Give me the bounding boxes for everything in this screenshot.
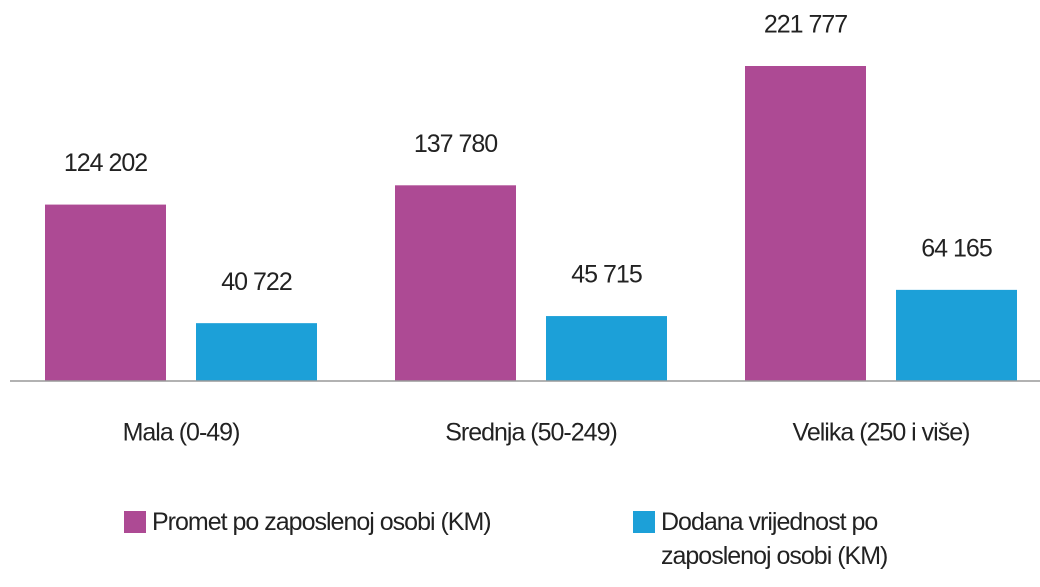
bar <box>745 66 866 381</box>
data-label: 45 715 <box>571 261 642 289</box>
data-label: 64 165 <box>921 234 992 262</box>
bar <box>196 323 317 381</box>
bar <box>395 185 516 381</box>
x-tick-label: Velika (250 i više) <box>793 419 970 447</box>
legend-swatch <box>124 511 146 533</box>
data-label: 124 202 <box>64 149 147 177</box>
bar <box>546 316 667 381</box>
legend-label: Promet po zaposlenoj osobi (KM) <box>152 508 492 536</box>
bar <box>896 289 1017 381</box>
legend-item: Dodana vrijednost po zaposlenoj osobi (K… <box>633 505 903 573</box>
x-tick-label: Mala (0-49) <box>123 419 240 447</box>
bar <box>45 204 166 381</box>
legend-label: Dodana vrijednost po zaposlenoj osobi (K… <box>661 508 888 570</box>
data-label: 137 780 <box>414 130 497 158</box>
data-label: 40 722 <box>221 268 292 296</box>
legend-swatch <box>633 511 655 533</box>
x-tick-label: Srednja (50-249) <box>445 419 617 447</box>
data-label: 221 777 <box>764 11 847 39</box>
legend-item: Promet po zaposlenoj osobi (KM) <box>124 505 524 539</box>
